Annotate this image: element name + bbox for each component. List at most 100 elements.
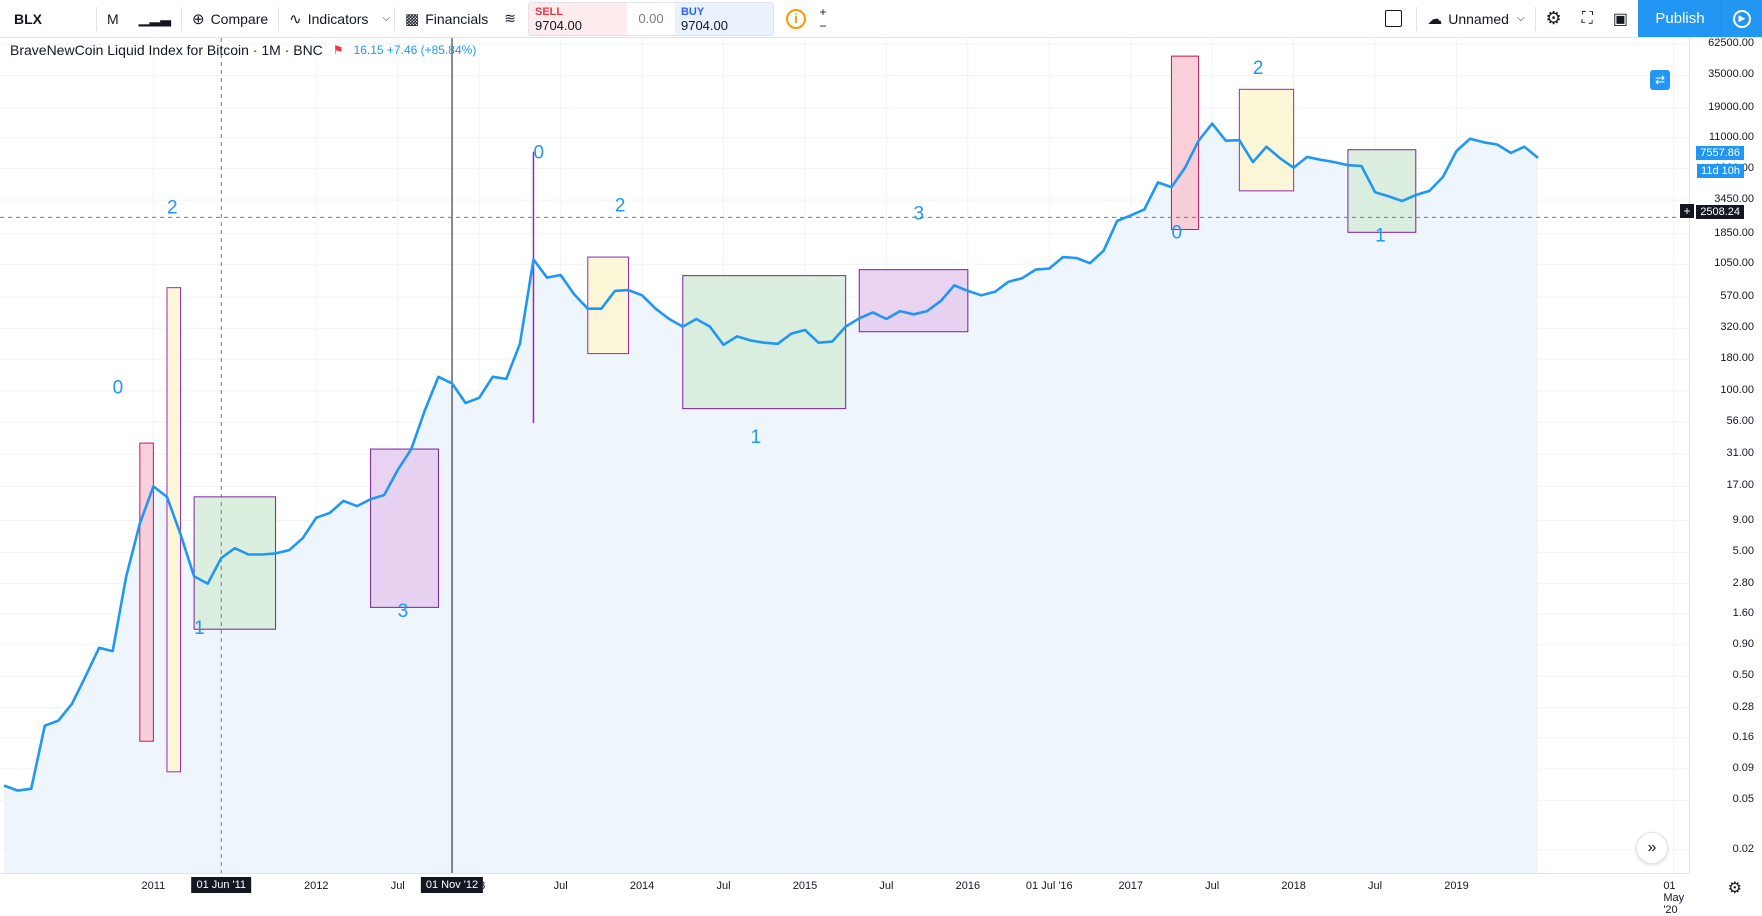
price-axis-tick: 19000.00 [1708,101,1754,114]
time-axis-tick: Jul [390,880,405,892]
price-axis-tick: 1050.00 [1714,257,1754,270]
plus-circle-icon: ⊕ [191,10,205,28]
wave-label: 0 [1171,222,1182,243]
price-axis-tick: 11000.00 [1708,130,1754,143]
price-axis-tick: 9.00 [1732,513,1754,526]
templates-button[interactable]: ≋ [498,0,522,38]
buy-price: 9704.00 [680,17,728,33]
wave-label: 1 [751,427,762,448]
price-axis-tick: 31.00 [1726,447,1754,460]
sell-price: 9704.00 [534,17,582,33]
fibonacci-time-box [370,448,439,608]
fibonacci-time-box [139,442,154,742]
time-axis-tick: Jul [553,880,568,892]
financials-bars-icon: ▩ [405,10,420,28]
flag-icon[interactable]: ⚑ [332,43,344,57]
wave-label: 2 [1253,58,1264,79]
series-values: 16.15 +7.46 (+85.84%) [353,43,477,57]
axis-settings-button[interactable]: ⚙ [1728,878,1742,898]
toolbar-divider [394,6,396,31]
time-axis-tick: 2017 [1118,880,1143,892]
price-axis-tick: 100.00 [1720,383,1754,396]
spread-value: 0.00 [626,2,675,35]
time-axis-tick: Jul [1205,880,1220,892]
wave-label: 0 [533,142,544,163]
indicators-dropdown[interactable]: ⌵ [378,0,394,38]
fibonacci-time-box [166,287,182,773]
toolbar-divider [180,6,182,31]
price-axis-tick: 5.00 [1732,545,1754,558]
publish-button[interactable]: Publish [1638,0,1722,37]
price-axis-tick: 2.80 [1732,576,1754,589]
price-axis-tick: 570.00 [1720,290,1754,303]
double-chevron-right-icon: » [1647,839,1657,856]
last-price-label: 7557.86 [1696,146,1744,160]
price-axis-tick: 3450.00 [1714,193,1754,206]
wave-label: 1 [1375,226,1386,247]
indicator-wave-icon: ∿ [289,10,302,28]
price-axis-tick: 0.02 [1732,842,1754,855]
price-axis-tick: 1850.00 [1714,226,1754,239]
replay-button[interactable]: ▶ [1721,0,1762,37]
trade-widget: SELL 9704.00 0.00 BUY 9704.00 [527,1,774,36]
select-checkbox[interactable] [1385,10,1403,27]
screen-toggle-icon[interactable]: ⇄ [1650,70,1670,90]
sell-label: SELL [534,5,564,18]
time-axis-tick: 2016 [955,880,981,892]
wave-label: 3 [398,601,409,622]
financials-button[interactable]: ▩ Financials [395,0,498,38]
wave-label: 2 [167,197,178,218]
layout-button[interactable]: ☁ Unnamed ⌵ [1417,0,1534,38]
snapshot-button[interactable]: ▣ [1603,0,1638,38]
plus-icon[interactable]: + [819,4,827,19]
indicators-button[interactable]: ∿ Indicators [279,0,378,38]
fibonacci-time-box [1238,88,1295,192]
wave-label: 3 [914,204,925,225]
price-axis-tick: 35000.00 [1708,68,1754,81]
bar-countdown-label: 11d 10h [1697,164,1744,178]
sell-button[interactable]: SELL 9704.00 [528,2,627,35]
price-chart[interactable]: 0 2 1 3 0 2 1 3 0 2 1 [0,38,1690,873]
gear-icon: ⚙ [1545,8,1562,28]
warning-icon[interactable]: i [785,8,806,29]
time-axis-tick: 2014 [629,880,655,892]
time-axis-tick: Jul [879,880,894,892]
indicators-label: Indicators [307,10,369,27]
compare-button[interactable]: ⊕ Compare [182,0,278,38]
crosshair-plus-icon[interactable]: + [1680,204,1694,218]
play-icon: ▶ [1733,9,1751,28]
time-axis-tick: 01 Jul '16 [1025,880,1073,892]
fullscreen-button[interactable]: ⛶ [1572,0,1603,38]
buy-button[interactable]: BUY 9704.00 [674,2,773,35]
compare-label: Compare [210,10,269,27]
interval-button[interactable]: M [107,10,119,27]
gear-icon: ⚙ [1727,880,1742,897]
scroll-to-realtime-button[interactable]: » [1636,832,1668,864]
fullscreen-icon: ⛶ [1581,9,1593,27]
quantity-stepper[interactable]: + − [816,5,830,33]
time-axis-tick: 2018 [1281,880,1306,892]
settings-button[interactable]: ⚙ [1536,0,1572,38]
wave-label: 0 [113,378,124,399]
wave-label: 1 [194,618,205,639]
symbol-search-button[interactable]: BLX [14,10,42,27]
price-axis[interactable]: 62500.0035000.0019000.0011000.006200.003… [1689,37,1762,874]
price-axis-tick: 0.28 [1732,700,1754,713]
price-axis-tick: 0.90 [1732,637,1754,650]
cloud-icon: ☁ [1427,10,1443,28]
chart-style-button[interactable]: ▁▂▃ [129,0,181,38]
chart-legend: BraveNewCoin Liquid Index for Bitcoin · … [10,42,476,58]
price-axis-tick: 180.00 [1720,352,1754,365]
layout-name: Unnamed [1448,10,1509,27]
toolbar-divider [1534,6,1536,31]
price-axis-tick: 62500.00 [1708,37,1754,50]
price-area-fill [4,123,1538,873]
wave-label: 2 [615,195,626,216]
time-axis-badge: 01 Jun '11 [191,877,252,893]
price-axis-tick: 0.16 [1732,730,1754,743]
time-axis-tick: 2011 [141,880,166,892]
price-axis-tick: 0.50 [1732,669,1754,682]
time-axis[interactable]: 20112012Jul13Jul2014Jul2015Jul201601 Jul… [0,873,1690,916]
price-line [3,122,1539,792]
minus-icon[interactable]: − [819,18,827,33]
